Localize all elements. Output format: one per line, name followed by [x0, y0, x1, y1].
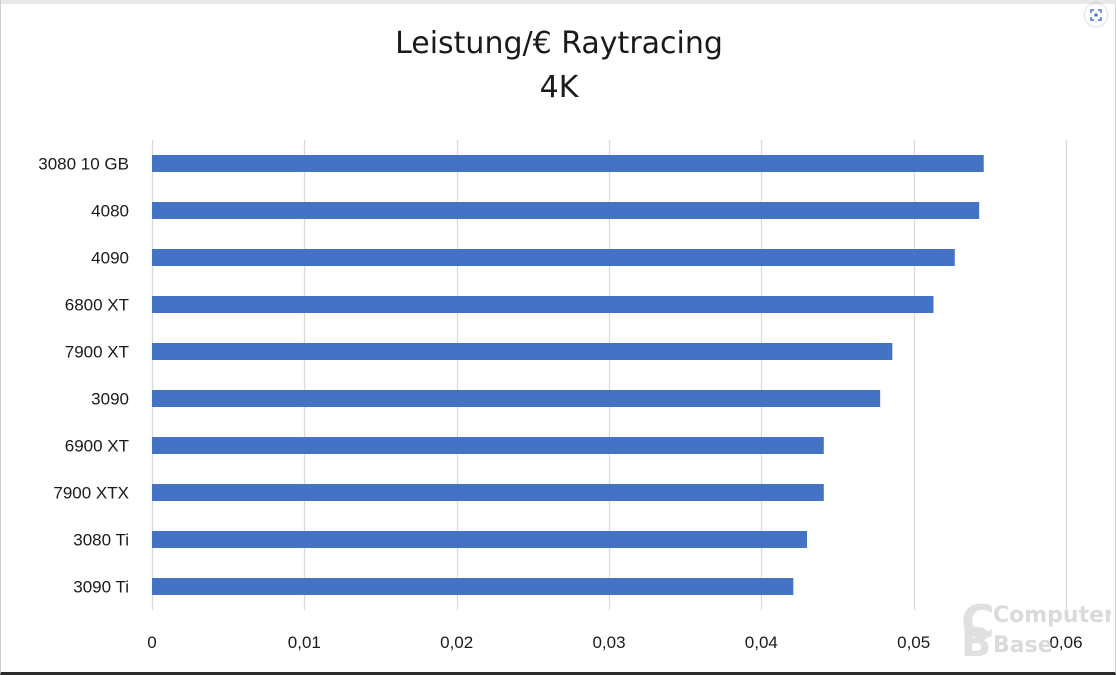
category-label-2: 4090	[91, 249, 129, 268]
svg-text:B: B	[961, 620, 992, 660]
top-border	[1, 0, 1116, 4]
category-label-7: 7900 XTX	[53, 484, 129, 503]
bar-8	[152, 531, 808, 548]
chart-title-block: Leistung/€ Raytracing 4K	[1, 22, 1116, 110]
bar-1	[152, 202, 980, 219]
computerbase-watermark: C B Computer Base	[961, 596, 1111, 660]
svg-text:C: C	[961, 596, 995, 649]
bar-0	[152, 155, 984, 172]
watermark-line1: Computer	[993, 603, 1111, 628]
expand-icon	[1090, 9, 1102, 21]
bar-2	[152, 249, 955, 266]
bar-7	[152, 484, 824, 501]
category-label-1: 4080	[91, 202, 129, 221]
expand-button[interactable]	[1085, 4, 1107, 26]
category-label-4: 7900 XT	[65, 343, 129, 362]
x-tick-label-1: 0,01	[288, 633, 321, 652]
category-label-9: 3090 Ti	[73, 578, 129, 597]
category-label-6: 6900 XT	[65, 437, 129, 456]
category-label-0: 3080 10 GB	[38, 155, 129, 174]
category-label-5: 3090	[91, 390, 129, 409]
bar-5	[152, 390, 881, 407]
x-tick-label-2: 0,02	[440, 633, 473, 652]
watermark-line2: Base	[993, 633, 1053, 658]
chart-title: Leistung/€ Raytracing	[395, 26, 723, 61]
chart-subtitle: 4K	[539, 70, 579, 105]
bar-9	[152, 578, 794, 595]
x-tick-label-6: 0,06	[1049, 633, 1082, 652]
x-tick-label-0: 0	[147, 633, 156, 652]
category-label-8: 3080 Ti	[73, 531, 129, 550]
bar-4	[152, 343, 893, 360]
x-tick-label-4: 0,04	[745, 633, 778, 652]
category-label-3: 6800 XT	[65, 296, 129, 315]
bar-3	[152, 296, 934, 313]
bar-6	[152, 437, 824, 454]
x-tick-label-5: 0,05	[897, 633, 930, 652]
x-tick-label-3: 0,03	[592, 633, 625, 652]
